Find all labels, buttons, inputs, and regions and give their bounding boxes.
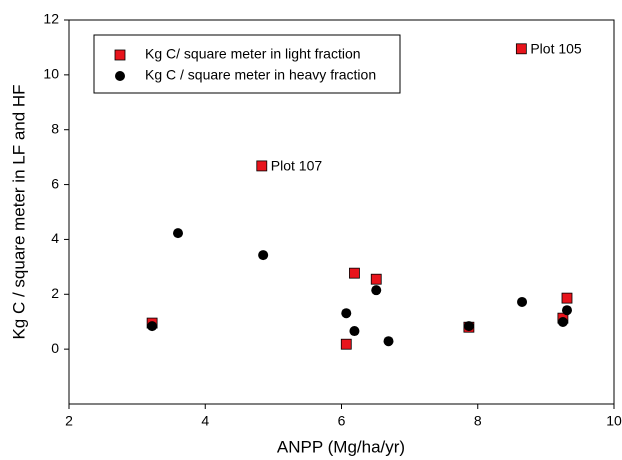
legend-marker xyxy=(115,71,125,81)
x-axis-title: ANPP (Mg/ha/yr) xyxy=(277,437,405,456)
legend-label: Kg C / square meter in heavy fraction xyxy=(145,67,376,83)
marker-circle xyxy=(341,308,352,319)
x-tick-label: 8 xyxy=(474,413,482,429)
marker-circle xyxy=(517,296,528,307)
y-tick-label: 10 xyxy=(43,66,59,82)
marker-square xyxy=(340,338,352,350)
marker-square xyxy=(256,160,268,172)
marker-circle xyxy=(371,285,382,296)
marker-circle xyxy=(383,336,394,347)
marker-square xyxy=(515,43,527,55)
x-tick-label: 2 xyxy=(65,413,73,429)
y-tick-label: 12 xyxy=(43,11,59,27)
x-tick-label: 6 xyxy=(338,413,346,429)
y-axis-title: Kg C / square meter in LF and HF xyxy=(9,84,28,339)
legend-marker xyxy=(114,49,126,61)
y-tick-label: 6 xyxy=(51,175,59,191)
marker-circle xyxy=(463,321,474,332)
x-tick-label: 10 xyxy=(606,413,622,429)
y-tick-label: 8 xyxy=(51,120,59,136)
marker-square xyxy=(370,273,382,285)
point-label: Plot 105 xyxy=(530,41,582,57)
marker-circle xyxy=(258,250,269,261)
marker-circle xyxy=(147,321,158,332)
point-label: Plot 107 xyxy=(271,158,323,174)
marker-square xyxy=(349,267,360,279)
y-tick-label: 0 xyxy=(51,340,59,356)
legend-label: Kg C/ square meter in light fraction xyxy=(145,46,361,62)
legend-box xyxy=(93,34,401,94)
y-tick-label: 4 xyxy=(51,230,59,246)
y-tick-label: 2 xyxy=(51,285,59,301)
marker-circle xyxy=(173,228,183,239)
marker-circle xyxy=(557,316,568,327)
x-tick-label: 4 xyxy=(201,413,209,429)
marker-circle xyxy=(349,326,360,337)
marker-square xyxy=(561,292,573,304)
marker-circle xyxy=(561,305,572,316)
